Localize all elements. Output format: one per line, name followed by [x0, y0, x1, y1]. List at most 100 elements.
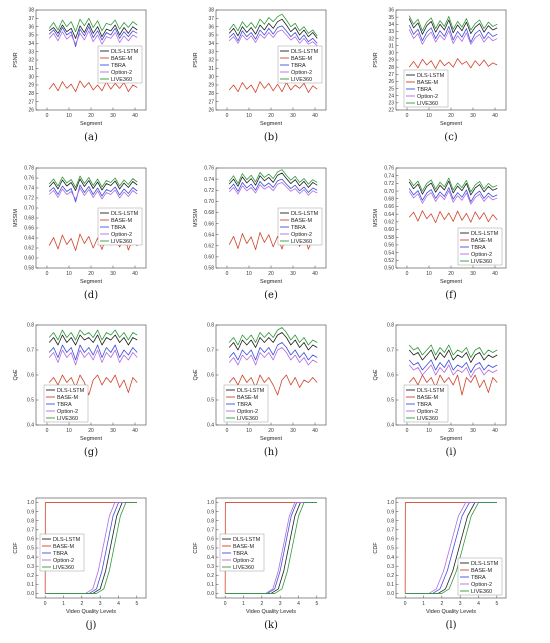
y-tick-label: 36 — [28, 24, 34, 30]
x-tick-label: 0 — [224, 601, 227, 607]
series-line-option-2 — [228, 182, 318, 196]
y-tick-label: 0.72 — [384, 181, 394, 187]
legend-label: Option-2 — [291, 232, 312, 238]
series-line-dls-lstm — [228, 332, 318, 351]
y-tick-label: 32 — [388, 36, 394, 42]
series-line-dls-lstm — [45, 502, 137, 594]
y-axis-label: PSNR — [13, 52, 19, 67]
y-tick-label: 0.58 — [384, 235, 394, 241]
y-tick-label: 31 — [388, 43, 394, 49]
y-tick-label: 0.4 — [207, 555, 214, 561]
x-tick-label: 2 — [440, 601, 443, 607]
panel-label: (g) — [84, 447, 98, 458]
x-tick-label: 10 — [246, 113, 252, 119]
y-axis-label: MSSIM — [193, 209, 199, 227]
legend-box — [43, 384, 89, 423]
x-axis-label: Segment — [80, 436, 102, 442]
series-line-base-m — [408, 374, 498, 396]
legend-label: TBRA — [57, 402, 72, 408]
y-tick-label: 25 — [388, 86, 394, 92]
x-tick-label: 30 — [470, 271, 476, 277]
y-tick-label: 0.3 — [387, 564, 394, 570]
x-tick-label: 0 — [406, 271, 409, 277]
y-tick-label: 0.64 — [24, 236, 34, 242]
legend-box — [223, 384, 269, 423]
y-tick-label: 0.8 — [387, 518, 394, 524]
chart-panel-h: 0.4 0.5 0.6 0.7 0.8 0 10 20 30 40 Segment QoE DLS-LS… — [193, 323, 327, 458]
y-tick-label: 0.1 — [207, 582, 214, 588]
legend-label: DLS-LSTM — [417, 388, 445, 394]
x-tick-label: 4 — [297, 601, 300, 607]
y-tick-label: 0.5 — [27, 546, 34, 552]
x-tick-label: 30 — [290, 271, 296, 277]
y-tick-label: 0.4 — [387, 555, 394, 561]
x-tick-label: 2 — [80, 601, 83, 607]
legend-label: DLS-LSTM — [237, 388, 265, 394]
legend-box — [403, 384, 449, 423]
y-tick-label: 0.6 — [27, 373, 34, 379]
legend-label: LIVE360 — [233, 565, 254, 571]
x-tick-label: 20 — [88, 428, 94, 434]
y-tick-label: 0.66 — [204, 221, 214, 227]
series-line-tbra — [228, 25, 318, 44]
y-tick-label: 0.66 — [384, 204, 394, 210]
x-axis-label: Segment — [440, 436, 462, 442]
series-line-option-2 — [48, 187, 138, 200]
y-axis-label: PSNR — [193, 52, 199, 67]
series-line-dls-lstm — [228, 172, 318, 188]
x-tick-label: 40 — [132, 113, 138, 119]
y-tick-label: 1.0 — [207, 500, 214, 506]
legend-label: LIVE360 — [471, 589, 492, 595]
y-tick-label: 0.2 — [207, 573, 214, 579]
legend-label: LIVE360 — [111, 77, 132, 83]
panel-label: (i) — [445, 447, 456, 458]
y-axis-label: QoE — [373, 369, 379, 380]
y-tick-label: 0.7 — [207, 348, 214, 354]
chart-panel-i: 0.4 0.5 0.6 0.7 0.8 0 10 20 30 40 Segment QoE DLS-LS… — [373, 323, 507, 458]
x-tick-label: 30 — [290, 428, 296, 434]
series-line-dls-lstm — [48, 22, 138, 39]
series-line-base-m — [228, 374, 318, 396]
panel-label: (h) — [264, 447, 278, 458]
series-line-tbra — [48, 184, 138, 203]
series-line-option-2 — [408, 364, 498, 378]
y-axis-label: CDF — [193, 542, 199, 554]
x-tick-label: 30 — [110, 113, 116, 119]
legend-label: BASE-M — [53, 544, 75, 550]
series-line-live360 — [225, 502, 317, 594]
y-tick-label: 35 — [208, 33, 214, 39]
y-tick-label: 0.8 — [387, 323, 394, 329]
x-tick-label: 10 — [426, 428, 432, 434]
x-axis-label: Segment — [260, 279, 282, 285]
y-axis-label: QoE — [193, 369, 199, 380]
legend-label: DLS-LSTM — [417, 73, 445, 79]
y-tick-label: 0.8 — [207, 323, 214, 329]
legend-label: LIVE360 — [417, 101, 438, 107]
chart-panel-f: 0.50 0.52 0.540.56 0.58 0.600.62 0.64 0.66 0.68… — [373, 166, 507, 301]
y-tick-label: 0.70 — [384, 189, 394, 195]
series-line-live360 — [405, 502, 497, 594]
x-tick-label: 40 — [492, 113, 498, 119]
y-tick-label: 0.76 — [204, 166, 214, 172]
y-tick-label: 36 — [208, 24, 214, 30]
y-tick-label: 34 — [28, 41, 34, 47]
y-axis-label: CDF — [373, 542, 379, 554]
y-tick-label: 0.3 — [27, 564, 34, 570]
legend-label: TBRA — [471, 245, 486, 251]
y-tick-label: 0.2 — [27, 573, 34, 579]
y-tick-label: 33 — [388, 29, 394, 35]
legend-label: TBRA — [237, 402, 252, 408]
x-tick-label: 1 — [422, 601, 425, 607]
y-tick-label: 0.76 — [24, 176, 34, 182]
y-tick-label: 33 — [208, 49, 214, 55]
y-tick-label: 0.6 — [27, 537, 34, 543]
y-tick-label: 0.7 — [387, 348, 394, 354]
legend-label: DLS-LSTM — [111, 49, 139, 55]
series-line-live360 — [48, 329, 138, 341]
series-line-option-2 — [48, 30, 138, 45]
legend-label: BASE-M — [233, 544, 255, 550]
series-line-live360 — [408, 344, 498, 358]
chart-panel-d: 0.58 0.60 0.62 0.64 0.66 0.68 0.70 0.72 0.74 0.76… — [13, 166, 147, 301]
y-tick-label: 0.62 — [204, 243, 214, 249]
